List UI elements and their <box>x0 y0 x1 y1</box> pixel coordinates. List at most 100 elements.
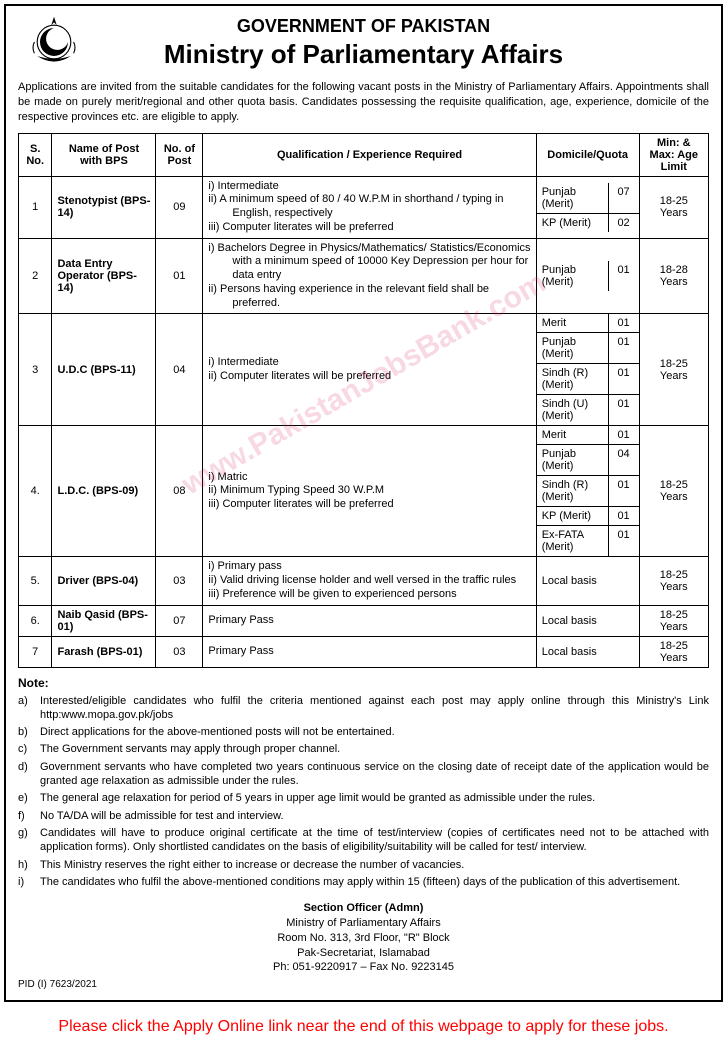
table-body: 1Stenotypist (BPS-14)09i) Intermediateii… <box>19 176 709 667</box>
note-item: a)Interested/eligible candidates who ful… <box>18 694 709 723</box>
cell-age-limit: 18-25 Years <box>639 636 708 667</box>
cell-post-name: Driver (BPS-04) <box>52 557 156 605</box>
cell-domicile: Punjab (Merit)01 <box>536 238 639 314</box>
domicile-subrow: Punjab (Merit)07 <box>537 183 639 213</box>
note-text: Candidates will have to produce original… <box>40 826 709 855</box>
domicile-subrow: Merit01 <box>537 314 639 332</box>
domicile-subrow: Merit01 <box>537 426 639 444</box>
domicile-label: Ex-FATA (Merit) <box>537 526 609 556</box>
cell-sno: 1 <box>19 176 52 238</box>
qualification-item: ii) Computer literates will be preferred <box>208 370 530 384</box>
domicile-label: Merit <box>537 426 609 444</box>
domicile-subrow: Local basis <box>537 572 639 590</box>
domicile-label: Sindh (U) (Merit) <box>537 395 609 425</box>
note-item: i)The candidates who fulfil the above-me… <box>18 875 709 889</box>
cell-qualification: Primary Pass <box>203 636 536 667</box>
domicile-label: Punjab (Merit) <box>537 333 609 363</box>
cell-age-limit: 18-25 Years <box>639 557 708 605</box>
col-qual: Qualification / Experience Required <box>203 133 536 176</box>
cell-sno: 2 <box>19 238 52 314</box>
cell-post-count: 09 <box>156 176 203 238</box>
domicile-label: Local basis <box>537 572 639 590</box>
qualification-item: iii) Preference will be given to experie… <box>208 588 530 602</box>
note-key: f) <box>18 809 40 823</box>
table-row: 2Data Entry Operator (BPS-14)01i) Bachel… <box>19 238 709 314</box>
domicile-count: 01 <box>609 526 639 556</box>
cell-domicile: Local basis <box>536 557 639 605</box>
domicile-label: KP (Merit) <box>537 214 609 232</box>
qualification-item: Primary Pass <box>208 614 530 628</box>
note-item: e)The general age relaxation for period … <box>18 791 709 805</box>
cell-domicile: Merit01Punjab (Merit)01Sindh (R) (Merit)… <box>536 314 639 426</box>
note-item: f)No TA/DA will be admissible for test a… <box>18 809 709 823</box>
col-num: No. of Post <box>156 133 203 176</box>
domicile-subrow: Punjab (Merit)04 <box>537 444 639 475</box>
header: GOVERNMENT OF PAKISTAN Ministry of Parli… <box>18 16 709 70</box>
qualification-item: i) Matric <box>208 471 530 485</box>
domicile-count: 01 <box>609 364 639 394</box>
cell-post-name: Data Entry Operator (BPS-14) <box>52 238 156 314</box>
note-text: No TA/DA will be admissible for test and… <box>40 809 709 823</box>
government-title: GOVERNMENT OF PAKISTAN <box>18 16 709 37</box>
domicile-label: Merit <box>537 314 609 332</box>
cell-post-name: Naib Qasid (BPS-01) <box>52 605 156 636</box>
cell-qualification: i) Primary passii) Valid driving license… <box>203 557 536 605</box>
cell-sno: 7 <box>19 636 52 667</box>
domicile-subrow: Punjab (Merit)01 <box>537 261 639 291</box>
col-age: Min: & Max: Age Limit <box>639 133 708 176</box>
domicile-count: 04 <box>609 445 639 475</box>
cell-post-name: Farash (BPS-01) <box>52 636 156 667</box>
domicile-label: KP (Merit) <box>537 507 609 525</box>
note-key: i) <box>18 875 40 889</box>
domicile-count: 01 <box>609 426 639 444</box>
qualification-item: ii) Persons having experience in the rel… <box>208 283 530 311</box>
note-key: h) <box>18 858 40 872</box>
table-row: 5.Driver (BPS-04)03i) Primary passii) Va… <box>19 557 709 605</box>
domicile-count: 01 <box>609 314 639 332</box>
col-sno: S. No. <box>19 133 52 176</box>
qualification-item: iii) Computer literates will be preferre… <box>208 221 530 235</box>
note-key: a) <box>18 694 40 723</box>
cell-post-name: U.D.C (BPS-11) <box>52 314 156 426</box>
note-item: d)Government servants who have completed… <box>18 760 709 789</box>
cell-age-limit: 18-28 Years <box>639 238 708 314</box>
note-key: g) <box>18 826 40 855</box>
domicile-subrow: Punjab (Merit)01 <box>537 332 639 363</box>
cell-qualification: i) Matricii) Minimum Typing Speed 30 W.P… <box>203 426 536 557</box>
note-text: The Government servants may apply throug… <box>40 742 709 756</box>
cell-age-limit: 18-25 Years <box>639 605 708 636</box>
cell-post-count: 07 <box>156 605 203 636</box>
domicile-label: Punjab (Merit) <box>537 183 609 213</box>
cell-sno: 4. <box>19 426 52 557</box>
domicile-count: 01 <box>609 507 639 525</box>
notes-list: a)Interested/eligible candidates who ful… <box>18 694 709 890</box>
domicile-subrow: KP (Merit)01 <box>537 506 639 525</box>
signature-block: Section Officer (Admn) Ministry of Parli… <box>18 901 709 975</box>
note-item: h)This Ministry reserves the right eithe… <box>18 858 709 872</box>
note-item: g)Candidates will have to produce origin… <box>18 826 709 855</box>
cell-post-name: L.D.C. (BPS-09) <box>52 426 156 557</box>
cell-domicile: Local basis <box>536 605 639 636</box>
cell-qualification: Primary Pass <box>203 605 536 636</box>
cell-sno: 5. <box>19 557 52 605</box>
note-key: b) <box>18 725 40 739</box>
note-item: c)The Government servants may apply thro… <box>18 742 709 756</box>
cell-domicile: Merit01Punjab (Merit)04Sindh (R) (Merit)… <box>536 426 639 557</box>
qualification-item: i) Intermediate <box>208 356 530 370</box>
domicile-count: 01 <box>609 476 639 506</box>
domicile-count: 01 <box>609 333 639 363</box>
cell-post-count: 01 <box>156 238 203 314</box>
qualification-item: i) Intermediate <box>208 180 530 194</box>
note-text: Direct applications for the above-mentio… <box>40 725 709 739</box>
domicile-count: 01 <box>609 261 639 291</box>
note-item: b)Direct applications for the above-ment… <box>18 725 709 739</box>
domicile-subrow: Sindh (R) (Merit)01 <box>537 475 639 506</box>
signature-phone: Ph: 051-9220917 – Fax No. 9223145 <box>18 960 709 975</box>
qualification-item: ii) Valid driving license holder and wel… <box>208 574 530 588</box>
cell-qualification: i) Bachelors Degree in Physics/Mathemati… <box>203 238 536 314</box>
domicile-subrow: Local basis <box>537 612 639 630</box>
table-row: 7Farash (BPS-01)03Primary PassLocal basi… <box>19 636 709 667</box>
qualification-item: i) Primary pass <box>208 560 530 574</box>
note-key: d) <box>18 760 40 789</box>
note-text: This Ministry reserves the right either … <box>40 858 709 872</box>
